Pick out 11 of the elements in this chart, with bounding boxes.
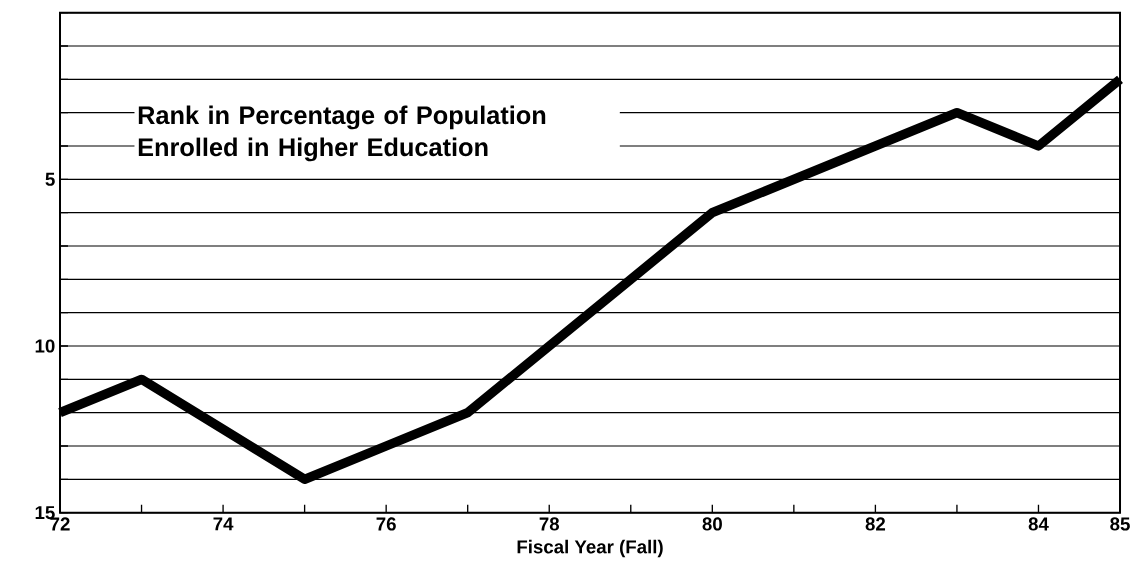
y-tick-label: 10 <box>35 339 55 353</box>
x-axis-title: Fiscal Year (Fall) <box>517 539 663 558</box>
x-tick-label: 78 <box>539 517 560 531</box>
x-tick-label: 76 <box>376 517 396 531</box>
x-tick-label: 80 <box>702 517 722 531</box>
x-tick-label: 85 <box>1110 517 1130 531</box>
text: Rank in Percentage of Population Enrolled in Higher Education <box>138 105 546 162</box>
x-tick-label: 82 <box>865 517 886 531</box>
x-tick-label: 74 <box>213 517 234 531</box>
x-tick-label: 84 <box>1028 517 1049 531</box>
y-tick-label: 5 <box>45 172 55 186</box>
